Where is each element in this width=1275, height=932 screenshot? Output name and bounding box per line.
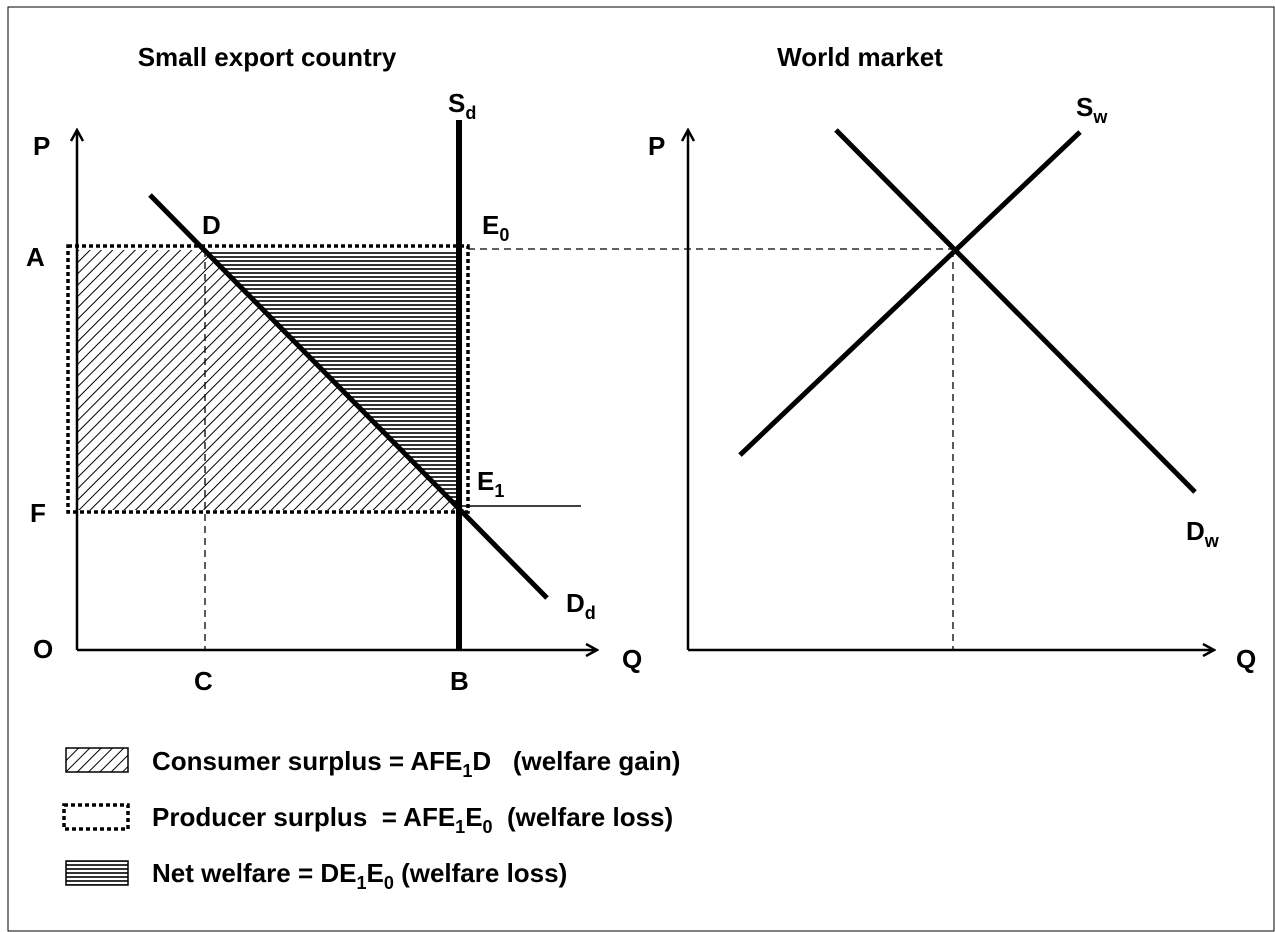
text-segment: Producer surplus = AFE — [152, 802, 455, 832]
text-segment: D — [566, 588, 585, 618]
text-segment: Q — [1236, 644, 1256, 674]
text-segment: E — [367, 858, 384, 888]
axis-label: O — [33, 634, 53, 664]
subscript: 1 — [462, 761, 472, 781]
text-segment: B — [450, 666, 469, 696]
point-label: E0 — [482, 210, 509, 245]
point-label: B — [450, 666, 469, 696]
point-label: C — [194, 666, 213, 696]
text-segment: D — [202, 210, 221, 240]
text-segment: E — [465, 802, 482, 832]
panel-title: Small export country — [138, 42, 397, 72]
legend-text: Consumer surplus = AFE1D (welfare gain) — [152, 746, 680, 781]
text-segment: E — [482, 210, 499, 240]
point-label: D — [202, 210, 221, 240]
panel-title: World market — [777, 42, 943, 72]
curve-label: Sd — [448, 88, 476, 123]
text-segment: Consumer surplus = AFE — [152, 746, 462, 776]
demand-curve — [834, 128, 1197, 494]
text-segment: (welfare loss) — [493, 802, 674, 832]
consumer-surplus-area — [77, 250, 459, 510]
point-label: F — [30, 498, 46, 528]
text-segment: D — [1186, 516, 1205, 546]
text-segment: D (welfare gain) — [472, 746, 680, 776]
text-segment: A — [26, 242, 45, 272]
text-segment: (welfare loss) — [394, 858, 567, 888]
text-segment: S — [1076, 92, 1093, 122]
subscript: 0 — [499, 225, 509, 245]
subscript: w — [1204, 531, 1220, 551]
text-segment: C — [194, 666, 213, 696]
text-segment: F — [30, 498, 46, 528]
text-segment: Net welfare = DE — [152, 858, 356, 888]
text-segment: Q — [622, 644, 642, 674]
text-segment: O — [33, 634, 53, 664]
legend-swatch — [65, 860, 129, 886]
curve-label: Dd — [566, 588, 596, 623]
point-label: A — [26, 242, 45, 272]
subscript: 1 — [356, 873, 366, 893]
point-label: E1 — [477, 466, 504, 501]
subscript: 1 — [455, 817, 465, 837]
subscript: 0 — [483, 817, 493, 837]
curve-label: Sw — [1076, 92, 1108, 127]
legend-swatch — [65, 747, 129, 773]
text-segment: S — [448, 88, 465, 118]
subscript: 1 — [494, 481, 504, 501]
subscript: d — [585, 603, 596, 623]
legend-swatch — [62, 803, 130, 831]
subscript: 0 — [384, 873, 394, 893]
demand-curve — [148, 193, 549, 600]
axis-label: Q — [622, 644, 642, 674]
legend-text: Net welfare = DE1E0 (welfare loss) — [152, 858, 567, 893]
axis-label: Q — [1236, 644, 1256, 674]
text-segment: E — [477, 466, 494, 496]
frame — [7, 6, 1275, 932]
legend-text: Producer surplus = AFE1E0 (welfare loss) — [152, 802, 673, 837]
axis-label: P — [33, 131, 50, 161]
subscript: d — [465, 103, 476, 123]
text-segment: P — [648, 131, 665, 161]
text-segment: P — [33, 131, 50, 161]
supply-curve — [738, 130, 1082, 457]
curve-label: Dw — [1186, 516, 1220, 551]
subscript: w — [1092, 107, 1108, 127]
axis-label: P — [648, 131, 665, 161]
producer-surplus-outline — [66, 244, 470, 514]
